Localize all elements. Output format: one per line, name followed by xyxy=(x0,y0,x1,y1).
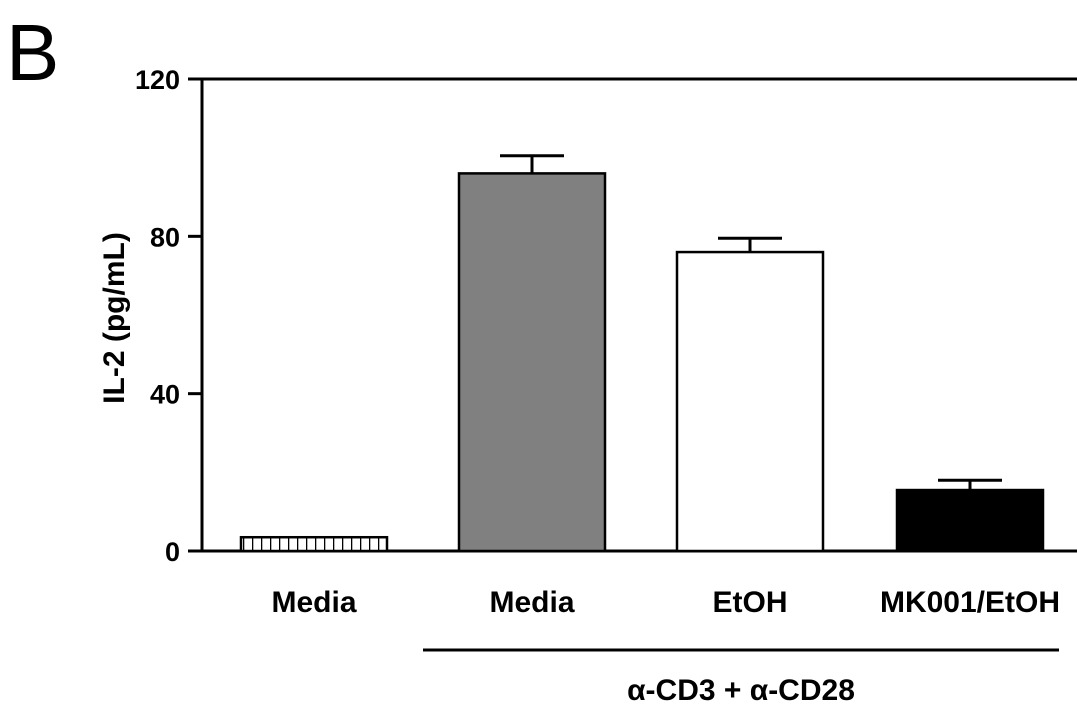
y-tick-label: 120 xyxy=(135,65,180,95)
y-ticks: 0 40 80 120 xyxy=(135,65,202,567)
x-category-labels: Media Media EtOH MK001/EtOH xyxy=(271,586,1060,619)
group-label: α-CD3 + α-CD28 xyxy=(627,674,855,707)
panel-label: B xyxy=(6,8,59,97)
bar-1 xyxy=(239,535,389,553)
bar-3 xyxy=(675,250,825,553)
x-category-label: Media xyxy=(271,586,356,619)
y-tick-label: 40 xyxy=(150,380,180,410)
bar-4 xyxy=(895,488,1045,553)
y-tick-label: 80 xyxy=(150,222,180,252)
x-category-label: Media xyxy=(489,586,574,619)
y-tick-label: 0 xyxy=(165,537,180,567)
bar-2 xyxy=(457,172,607,553)
x-category-label: MK001/EtOH xyxy=(880,586,1060,619)
bars xyxy=(239,154,1045,553)
y-axis-label: IL-2 (pg/mL) xyxy=(98,232,131,404)
x-category-label: EtOH xyxy=(713,586,788,619)
